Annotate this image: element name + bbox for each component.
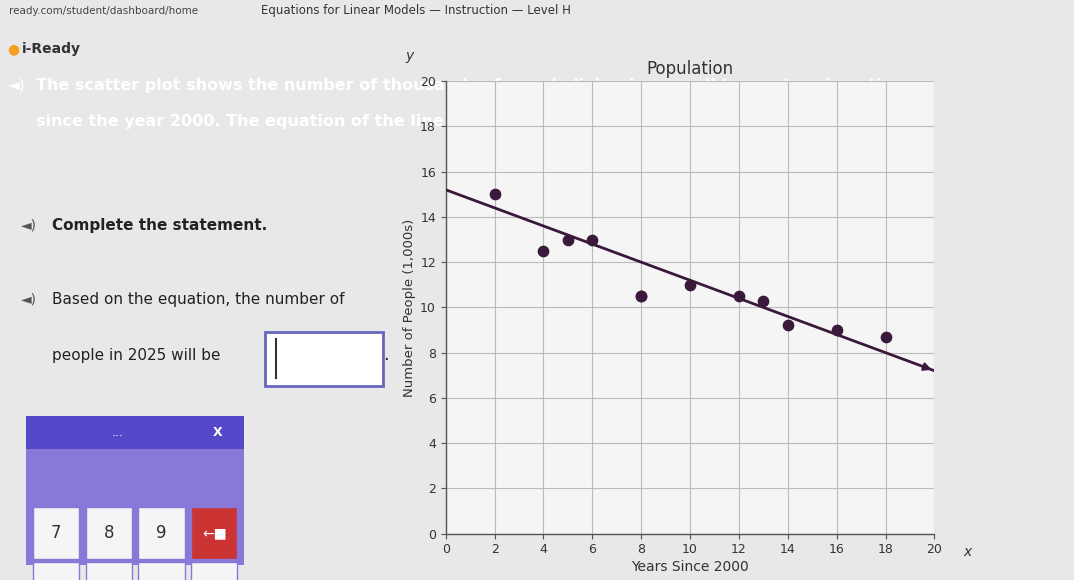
Title: Population: Population [647,60,734,78]
Point [583,235,600,244]
Text: X: X [213,426,222,438]
FancyBboxPatch shape [264,332,382,386]
Text: ◄): ◄) [8,78,25,93]
Point [633,291,650,300]
Text: 8: 8 [103,524,114,542]
Point [780,321,797,330]
FancyBboxPatch shape [33,562,79,580]
FancyBboxPatch shape [191,562,237,580]
FancyBboxPatch shape [27,416,244,448]
FancyBboxPatch shape [86,562,132,580]
Text: 5: 5 [103,579,114,580]
Point [876,332,894,342]
FancyBboxPatch shape [86,507,132,559]
FancyBboxPatch shape [139,507,185,559]
FancyBboxPatch shape [139,562,185,580]
FancyBboxPatch shape [27,416,244,565]
Point [682,280,699,289]
Text: ●: ● [8,42,19,56]
Text: people in 2025 will be: people in 2025 will be [52,348,220,363]
Text: x: x [963,545,972,559]
Text: 4: 4 [50,579,61,580]
Point [560,235,577,244]
Text: ready.com/student/dashboard/home: ready.com/student/dashboard/home [10,6,199,16]
Text: 7: 7 [50,524,61,542]
Text: Based on the equation, the number of: Based on the equation, the number of [52,292,345,307]
X-axis label: Years Since 2000: Years Since 2000 [632,560,749,574]
Text: The scatter plot shows the number of thousands of people living in a small town : The scatter plot shows the number of tho… [35,78,918,93]
Text: 6: 6 [156,579,166,580]
Text: .: . [382,346,389,364]
Point [755,296,772,305]
Text: Complete the statement.: Complete the statement. [52,218,267,233]
Text: since the year 2000. The equation of the line of fit is y = −0.4x + 15.2.: since the year 2000. The equation of the… [35,114,677,129]
FancyBboxPatch shape [33,507,79,559]
Point [730,291,748,300]
Text: ...: ... [112,426,124,438]
Text: i-Ready: i-Ready [21,42,81,56]
Text: ←■: ←■ [202,526,227,540]
Text: ◄): ◄) [20,219,37,233]
Text: 9: 9 [156,524,166,542]
Point [633,291,650,300]
Text: Equations for Linear Models — Instruction — Level H: Equations for Linear Models — Instructio… [261,4,570,17]
Text: ←: ← [207,579,221,580]
Point [828,325,845,335]
Point [485,190,503,199]
FancyBboxPatch shape [191,507,237,559]
Y-axis label: Number of People (1,000s): Number of People (1,000s) [403,218,416,397]
Text: y: y [405,49,413,63]
Text: ◄): ◄) [20,292,37,306]
Point [535,246,552,255]
